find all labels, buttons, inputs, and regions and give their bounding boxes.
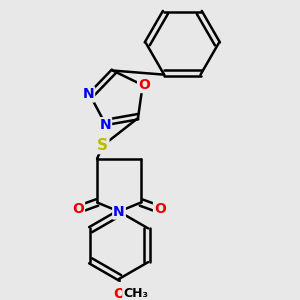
Text: N: N xyxy=(82,88,94,101)
Text: N: N xyxy=(100,118,111,132)
Text: S: S xyxy=(97,138,108,153)
Text: O: O xyxy=(72,202,84,216)
Text: O: O xyxy=(113,287,125,300)
Text: CH₃: CH₃ xyxy=(123,287,148,300)
Text: N: N xyxy=(113,205,125,219)
Text: O: O xyxy=(154,202,166,216)
Text: O: O xyxy=(138,78,150,92)
